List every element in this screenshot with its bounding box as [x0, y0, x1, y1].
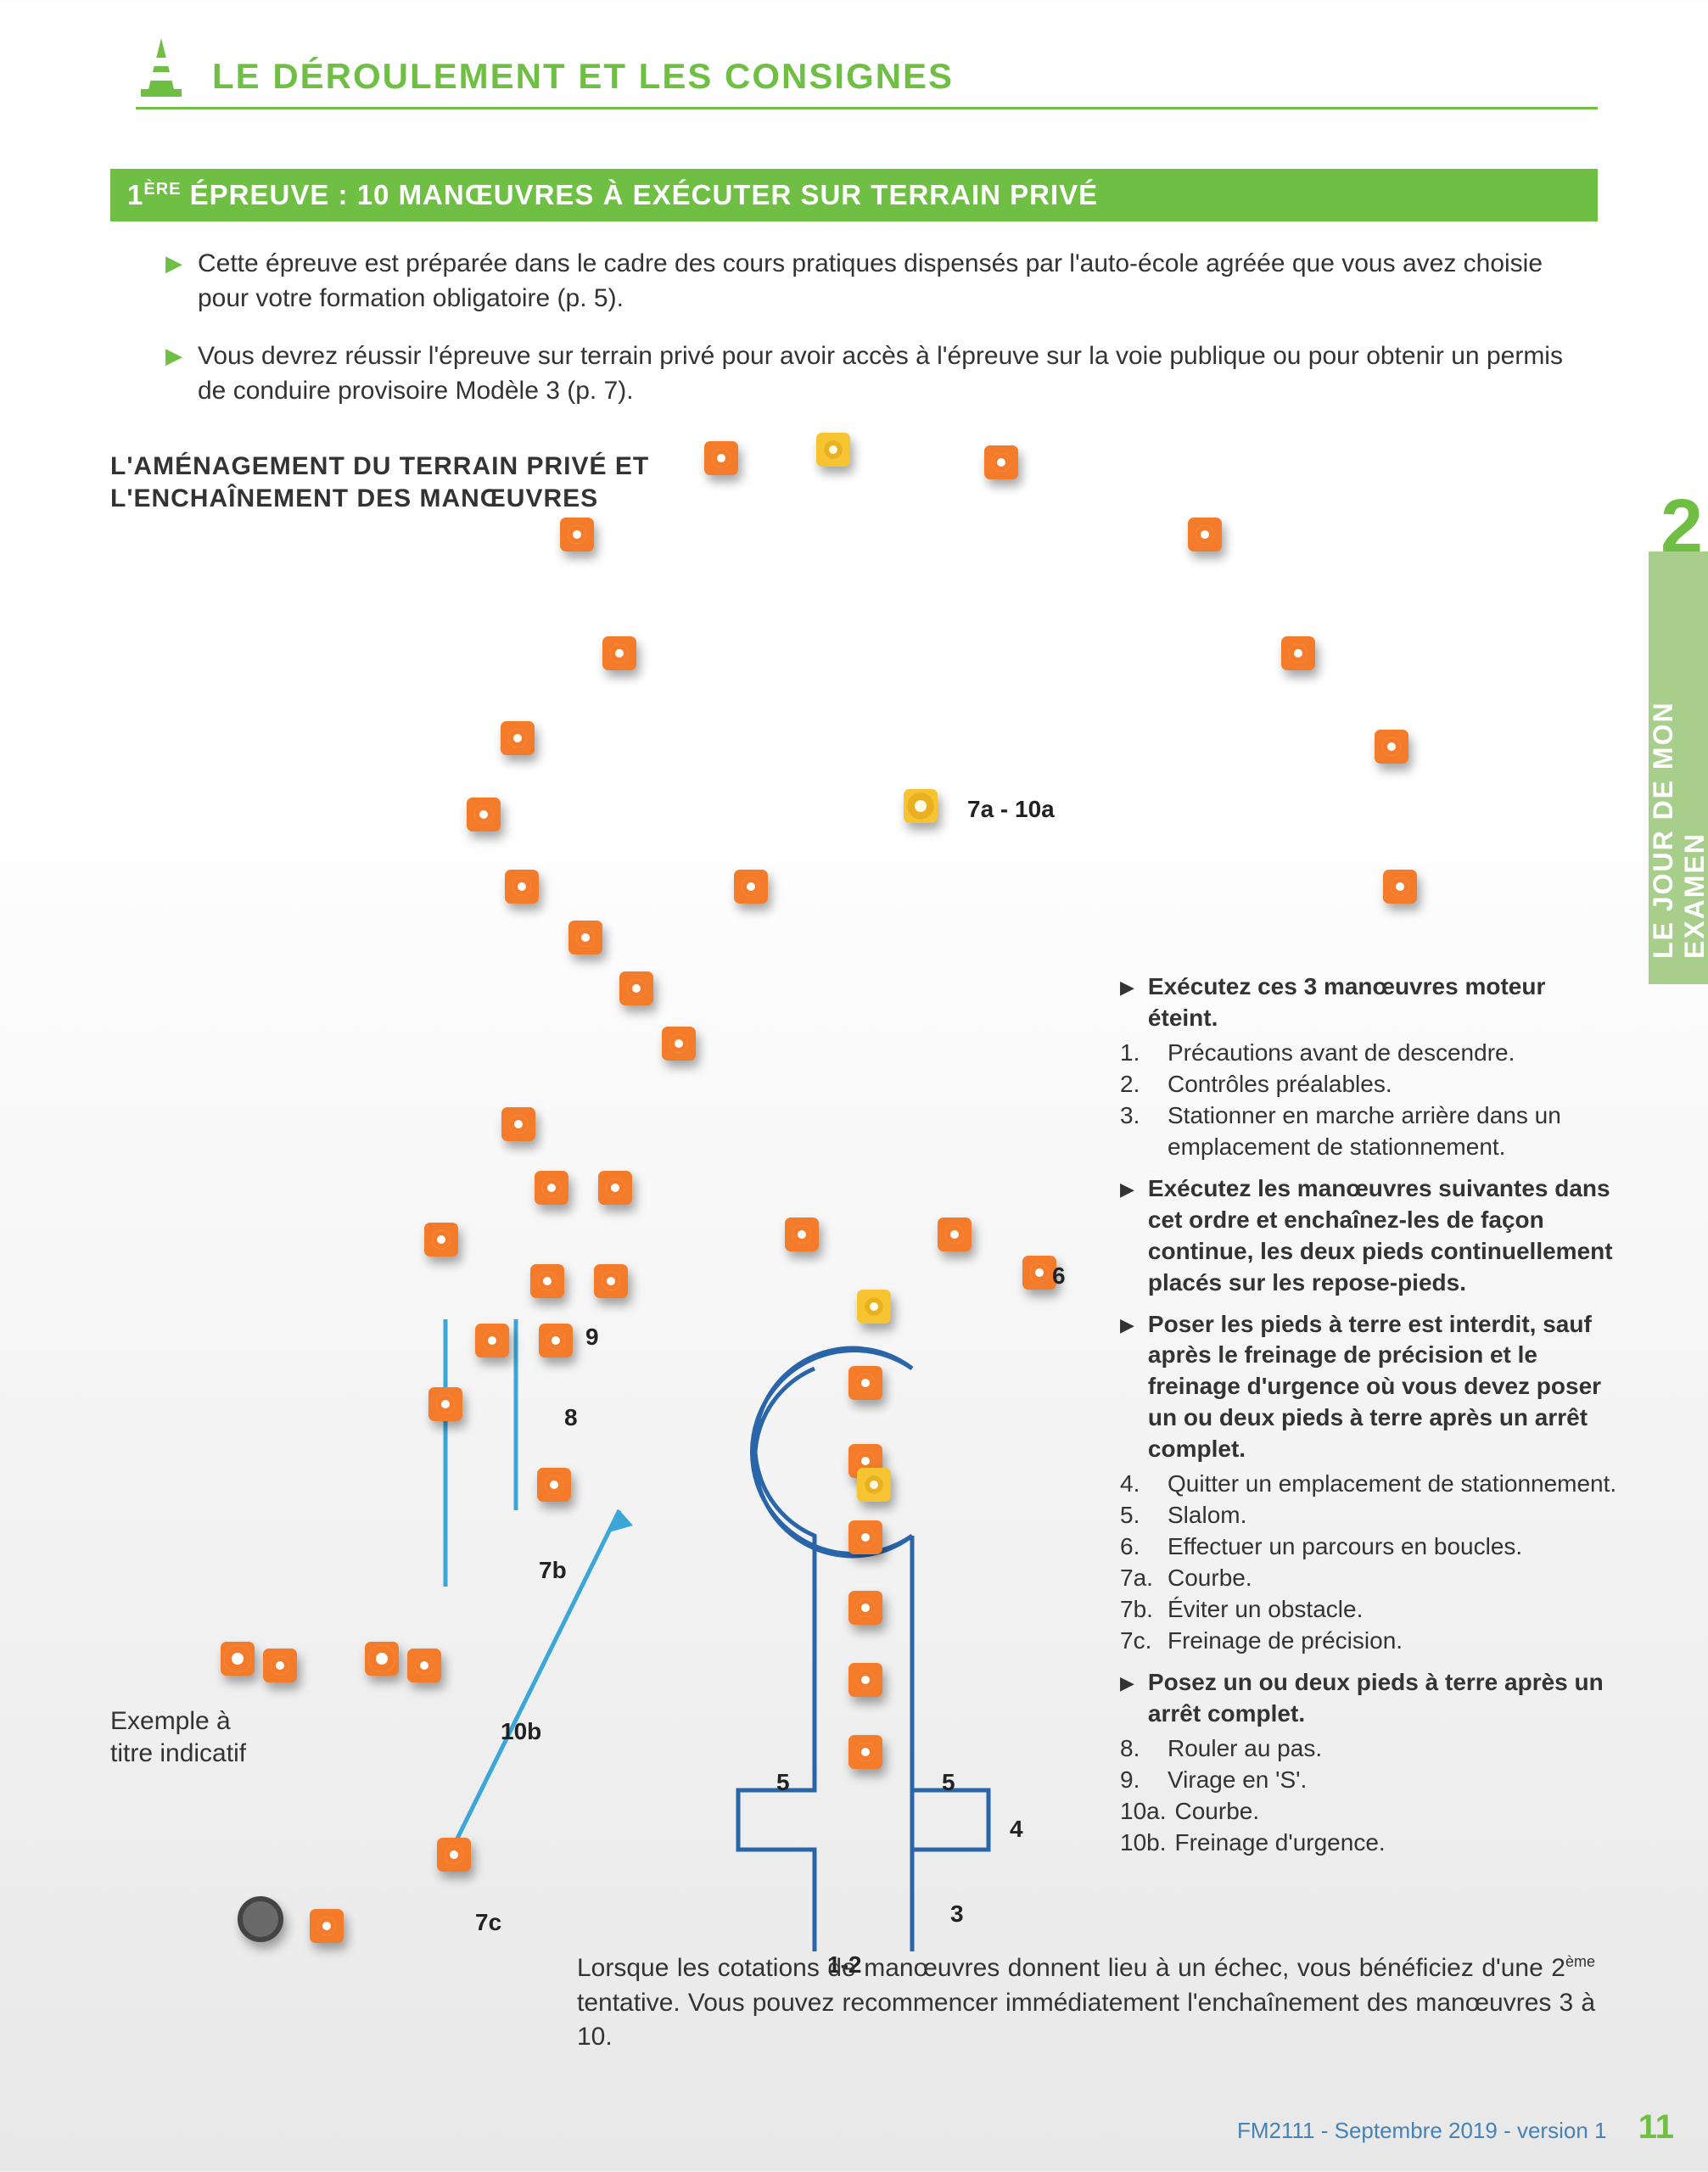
instr-item: 5.Slalom. — [1120, 1500, 1621, 1531]
cone-orange — [1375, 730, 1408, 764]
cone-orange — [501, 1107, 535, 1141]
cone-orange — [428, 1387, 462, 1421]
closing-note: Lorsque les cotations de manœuvres donne… — [577, 1951, 1595, 2055]
label-6: 6 — [1052, 1262, 1066, 1290]
instructions: ▶Exécutez ces 3 manœuvres moteur éteint.… — [1120, 971, 1621, 1869]
cone-orange — [734, 870, 768, 904]
cone-orange — [602, 636, 636, 670]
cone-orange — [1281, 636, 1315, 670]
instr-head: Posez un ou deux pieds à terre après un … — [1148, 1667, 1621, 1730]
cone-orange — [1383, 870, 1417, 904]
cone-orange — [938, 1218, 972, 1251]
label-7c: 7c — [475, 1909, 501, 1936]
instr-item: 3.Stationner en marche arrière dans un e… — [1120, 1100, 1621, 1163]
footer-meta: FM2111 - Septembre 2019 - version 1 — [1237, 2118, 1606, 2143]
cone-orange — [594, 1264, 628, 1298]
side-label: LE JOUR DE MON EXAMEN — [1660, 577, 1698, 959]
section-bar: 1ÈRE ÉPREUVE : 10 MANŒUVRES À EXÉCUTER S… — [110, 169, 1598, 221]
cone-large — [904, 789, 938, 823]
cone-orange — [505, 870, 539, 904]
instr-item: 9.Virage en 'S'. — [1120, 1765, 1621, 1796]
cone-large — [365, 1642, 399, 1676]
intro-text: Vous devrez réussir l'épreuve sur terrai… — [198, 339, 1598, 408]
cone-orange — [984, 445, 1018, 479]
page-title: LE DÉROULEMENT ET LES CONSIGNES — [212, 56, 1598, 102]
instr-head: Exécutez ces 3 manœuvres moteur éteint. — [1148, 971, 1621, 1034]
cone-orange — [424, 1223, 458, 1257]
cone-orange — [848, 1735, 882, 1769]
bar-prefix: 1 — [127, 179, 143, 210]
bar-sup: ÈRE — [143, 180, 181, 199]
course-diagram: 7a - 10a 6 9 8 7b 10b 5 5 4 3 1-2 7c Exe… — [110, 407, 1213, 1977]
instr-item: 8.Rouler au pas. — [1120, 1733, 1621, 1765]
instr-item: 7c.Freinage de précision. — [1120, 1626, 1621, 1657]
obstacle-disc — [238, 1896, 283, 1942]
cone-orange — [568, 921, 602, 954]
cone-orange — [310, 1909, 344, 1943]
cone-orange — [598, 1171, 632, 1205]
instr-item: 6.Effectuer un parcours en boucles. — [1120, 1531, 1621, 1563]
cone-yellow — [857, 1290, 891, 1324]
triangle-icon: ▶ — [165, 249, 182, 316]
instr-item: 7b.Éviter un obstacle. — [1120, 1594, 1621, 1626]
label-5a: 5 — [776, 1769, 790, 1796]
cone-orange — [1022, 1256, 1056, 1290]
instr-head: Exécutez les manœuvres suivantes dans ce… — [1148, 1173, 1621, 1299]
label-10b: 10b — [501, 1718, 541, 1745]
instr-item: 4.Quitter un emplacement de stationnemen… — [1120, 1469, 1621, 1500]
cone-orange — [467, 798, 501, 831]
cone-orange — [535, 1171, 568, 1205]
triangle-icon: ▶ — [1120, 975, 1134, 1034]
triangle-icon: ▶ — [165, 341, 182, 408]
intro-item: ▶ Cette épreuve est préparée dans le cad… — [165, 247, 1598, 316]
triangle-icon: ▶ — [1120, 1671, 1134, 1730]
instr-item: 10a.Courbe. — [1120, 1796, 1621, 1828]
triangle-icon: ▶ — [1120, 1313, 1134, 1466]
label-3: 3 — [950, 1900, 964, 1928]
instr-item: 1.Précautions avant de descendre. — [1120, 1038, 1621, 1069]
cone-orange — [848, 1591, 882, 1625]
label-9: 9 — [585, 1324, 599, 1351]
cone-orange — [560, 518, 594, 551]
cone-orange — [539, 1324, 573, 1358]
cone-orange — [263, 1649, 297, 1682]
label-7b: 7b — [539, 1557, 567, 1584]
cone-orange — [437, 1838, 471, 1872]
intro-item: ▶ Vous devrez réussir l'épreuve sur terr… — [165, 339, 1598, 408]
header-rule — [136, 107, 1598, 109]
instr-item: 10b.Freinage d'urgence. — [1120, 1828, 1621, 1859]
cone-orange — [619, 971, 653, 1005]
cone-orange — [475, 1324, 509, 1358]
cone-large — [221, 1642, 255, 1676]
cone-orange — [407, 1649, 441, 1682]
bar-rest: ÉPREUVE : 10 MANŒUVRES À EXÉCUTER SUR TE… — [181, 179, 1098, 210]
cone-orange — [704, 441, 738, 475]
cone-orange — [1188, 518, 1222, 551]
traffic-cone-icon — [136, 34, 187, 102]
note-left: Exemple à titre indicatif — [110, 1705, 246, 1769]
intro-block: ▶ Cette épreuve est préparée dans le cad… — [165, 247, 1598, 408]
instr-item: 2.Contrôles préalables. — [1120, 1069, 1621, 1100]
footer: FM2111 - Septembre 2019 - version 1 11 — [0, 2108, 1674, 2147]
cone-orange — [662, 1027, 696, 1061]
page-number: 11 — [1638, 2108, 1674, 2146]
cone-orange — [785, 1218, 819, 1251]
cone-orange — [501, 721, 535, 755]
label-8: 8 — [564, 1404, 578, 1431]
cone-yellow — [857, 1468, 891, 1502]
triangle-icon: ▶ — [1120, 1177, 1134, 1299]
cone-orange — [530, 1264, 564, 1298]
cone-orange — [537, 1468, 571, 1502]
instr-item: 7a.Courbe. — [1120, 1563, 1621, 1594]
label-5b: 5 — [942, 1769, 955, 1796]
cone-orange — [848, 1520, 882, 1554]
cone-yellow — [816, 433, 850, 467]
cone-orange — [848, 1366, 882, 1400]
intro-text: Cette épreuve est préparée dans le cadre… — [198, 247, 1598, 316]
cone-orange — [848, 1663, 882, 1697]
label-7a-10a: 7a - 10a — [967, 796, 1055, 823]
diagram-paths — [110, 407, 1213, 1977]
label-4: 4 — [1010, 1816, 1023, 1843]
instr-head: Poser les pieds à terre est interdit, sa… — [1148, 1309, 1621, 1466]
